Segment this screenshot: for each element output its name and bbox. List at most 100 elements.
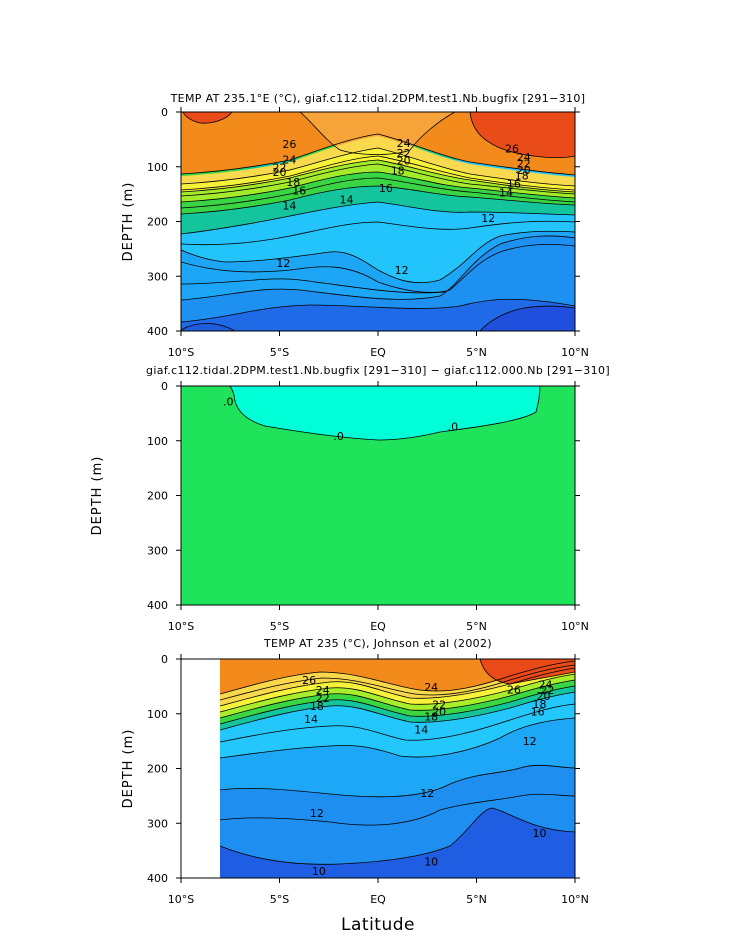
panel-top-yticklabels: 0 100 200 300 400 — [147, 106, 168, 338]
contour-label: 26 — [507, 684, 521, 697]
contour-label: .0 — [333, 430, 344, 443]
contour-label: 18 — [515, 170, 529, 183]
ytick-label: 200 — [147, 216, 168, 229]
ytick-label: 300 — [147, 270, 168, 283]
xtick-label: 10°N — [561, 620, 589, 633]
contour-label: 22 — [540, 684, 554, 697]
ytick-label: 0 — [161, 380, 168, 393]
contour-label: 16 — [507, 178, 521, 191]
xtick-label: 10°S — [168, 620, 194, 633]
ytick-label: 300 — [147, 817, 168, 830]
contour-label: 16 — [379, 182, 393, 195]
contour-label: 14 — [499, 187, 513, 200]
panel-middle-ylabel: DEPTH (m) — [90, 456, 105, 536]
ytick-label: 0 — [161, 106, 168, 119]
ytick-label: 100 — [147, 708, 168, 721]
ytick-label: 200 — [147, 490, 168, 503]
ytick-label: 400 — [147, 872, 168, 885]
contour-label: 18 — [286, 176, 300, 189]
panel-middle-title: giaf.c112.tidal.2DPM.test1.Nb.bugfix [29… — [146, 364, 610, 377]
contour-label: .0 — [223, 395, 234, 408]
xtick-label: EQ — [370, 346, 386, 359]
panel-middle-contour-labels: .0 .0 .0 — [223, 395, 458, 443]
contour-label: 16 — [292, 184, 306, 197]
contour-label: 18 — [310, 700, 324, 713]
xtick-label: EQ — [370, 893, 386, 906]
xtick-label: 5°N — [466, 346, 487, 359]
ytick-label: 300 — [147, 544, 168, 557]
contour-label: 20 — [273, 166, 287, 179]
panel-bottom-contours — [219, 659, 575, 865]
contour-label: 10 — [312, 865, 326, 878]
contour-label: 18 — [424, 711, 438, 724]
ytick-label: 0 — [161, 653, 168, 666]
panel-bottom-ylabel: DEPTH (m) — [121, 729, 136, 809]
contour-label: 14 — [414, 724, 428, 737]
panel-bottom-ticks — [176, 654, 580, 883]
ytick-label: 200 — [147, 763, 168, 776]
contour-label: 22 — [316, 692, 330, 705]
xtick-label: 5°N — [466, 620, 487, 633]
contour-label: 20 — [517, 164, 531, 177]
panel-bottom-xticklabels: 10°S 5°S EQ 5°N 10°N — [168, 893, 589, 906]
xtick-label: 10°N — [561, 346, 589, 359]
contour-label: 14 — [282, 200, 296, 213]
contour-label: 22 — [517, 158, 531, 171]
panel-middle-contours — [229, 386, 541, 441]
panel-middle: giaf.c112.tidal.2DPM.test1.Nb.bugfix [29… — [90, 364, 610, 633]
panel-top-contour-labels: 2624222018161412242220181416122624222018… — [273, 137, 531, 277]
panel-bottom: TEMP AT 235 (°C), Johnson et al (2002) D… — [121, 637, 589, 935]
xtick-label: 5°S — [270, 893, 289, 906]
panel-middle-ticks — [176, 381, 580, 610]
ytick-label: 400 — [147, 599, 168, 612]
contour-label: 18 — [391, 165, 405, 178]
contour-label: 24 — [282, 154, 296, 167]
panel-top-ticks — [176, 107, 580, 336]
contour-label: 24 — [517, 151, 531, 164]
contour-label: 12 — [310, 807, 324, 820]
ytick-label: 400 — [147, 325, 168, 338]
contour-label: 26 — [505, 143, 519, 156]
contour-label: 10 — [533, 827, 547, 840]
contour-label: 26 — [302, 674, 316, 687]
contour-label: 12 — [481, 212, 495, 225]
ytick-label: 100 — [147, 435, 168, 448]
panel-bottom-xlabel: Latitude — [341, 915, 415, 935]
contour-label: 12 — [395, 264, 409, 277]
xtick-label: 5°S — [270, 620, 289, 633]
contour-label: 12 — [420, 787, 434, 800]
contour-label: 20 — [537, 690, 551, 703]
contour-label: 22 — [273, 161, 287, 174]
contour-label: 24 — [424, 681, 438, 694]
contour-label: 26 — [282, 138, 296, 151]
contour-label: 24 — [539, 679, 553, 692]
contour-label: 14 — [304, 713, 318, 726]
contour-label: 18 — [533, 698, 547, 711]
contour-label: 14 — [340, 194, 354, 207]
contour-label: 20 — [397, 155, 411, 168]
contour-label: 12 — [523, 735, 537, 748]
contour-label: 22 — [432, 698, 446, 711]
xtick-label: EQ — [370, 620, 386, 633]
contour-label: 20 — [432, 706, 446, 719]
panel-middle-fill — [181, 386, 575, 605]
xtick-label: 5°N — [466, 893, 487, 906]
contour-label: 10 — [424, 856, 438, 869]
panel-middle-xticklabels: 10°S 5°S EQ 5°N 10°N — [168, 620, 589, 633]
xtick-label: 10°S — [168, 346, 194, 359]
xtick-label: 10°S — [168, 893, 194, 906]
contour-label: 16 — [531, 706, 545, 719]
panel-top-xticklabels: 10°S 5°S EQ 5°N 10°N — [168, 346, 589, 359]
contour-label: .0 — [448, 421, 459, 434]
contour-label: 22 — [397, 147, 411, 160]
panel-top-ylabel: DEPTH (m) — [121, 182, 136, 262]
contour-label: 12 — [276, 257, 290, 270]
contour-label: 24 — [397, 137, 411, 150]
contour-label: 24 — [316, 684, 330, 697]
panel-bottom-title: TEMP AT 235 (°C), Johnson et al (2002) — [263, 637, 492, 650]
panel-top-contours — [181, 112, 575, 331]
panel-top: TEMP AT 235.1°E (°C), giaf.c112.tidal.2D… — [121, 92, 589, 359]
panel-bottom-yticklabels: 0 100 200 300 400 — [147, 653, 168, 885]
